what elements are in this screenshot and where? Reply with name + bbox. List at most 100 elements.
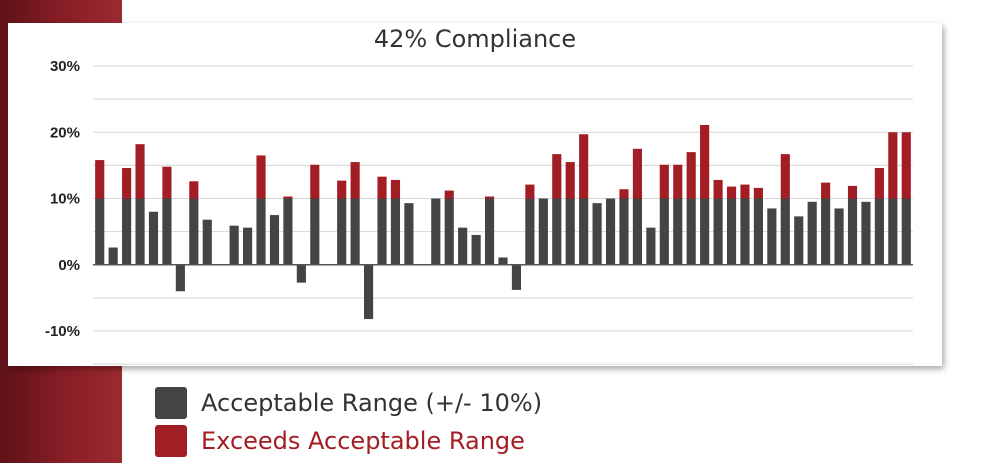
bar-acceptable — [350, 198, 360, 265]
bar-acceptable — [740, 198, 750, 265]
bar-acceptable — [659, 198, 669, 265]
bar-exceeds — [753, 187, 763, 199]
bar-acceptable — [646, 227, 656, 265]
bar-acceptable — [337, 198, 347, 265]
bar-exceeds — [874, 168, 884, 199]
y-tick-label: 0% — [58, 257, 80, 274]
bar-acceptable — [377, 198, 387, 265]
y-tick-label: 20% — [50, 124, 80, 141]
bar-acceptable — [686, 198, 696, 265]
bar-exceeds — [390, 179, 401, 199]
bar-exceeds — [726, 186, 737, 199]
bar-acceptable — [552, 198, 562, 265]
bar-exceeds — [888, 132, 898, 199]
bar-acceptable — [431, 198, 441, 265]
y-tick-label: 30% — [50, 58, 80, 75]
bar-exceeds — [659, 164, 669, 199]
bar-acceptable — [847, 198, 858, 265]
bar-exceeds — [95, 160, 105, 199]
bar-acceptable — [565, 198, 575, 265]
chart-legend: Acceptable Range (+/- 10%) Exceeds Accep… — [155, 384, 542, 460]
bar-acceptable — [632, 198, 642, 265]
bar-acceptable — [834, 208, 844, 265]
bar-acceptable — [753, 198, 763, 265]
bar-acceptable — [726, 198, 737, 265]
bar-exceeds — [484, 196, 495, 199]
chart-card: 42% Compliance 30% 20% 10% 0% -10% — [8, 23, 942, 366]
bar-acceptable — [794, 216, 804, 265]
bar-chart: 30% 20% 10% 0% -10% — [45, 58, 913, 365]
bar-acceptable — [673, 198, 683, 265]
y-tick-label: 10% — [50, 191, 80, 208]
bar-acceptable — [122, 198, 132, 265]
bar-exceeds — [780, 154, 790, 199]
bar-exceeds — [847, 185, 858, 199]
bar-acceptable — [229, 225, 239, 265]
bar-exceeds — [686, 152, 696, 199]
bar-acceptable — [511, 264, 522, 290]
legend-item-exceeds: Exceeds Acceptable Range — [155, 422, 542, 460]
bar-acceptable — [95, 198, 105, 265]
bar-acceptable — [605, 198, 616, 265]
chart-title: 42% Compliance — [373, 25, 577, 53]
bar-exceeds — [821, 182, 831, 199]
bar-acceptable — [202, 219, 212, 265]
bar-exceeds — [901, 132, 911, 199]
bar-exceeds — [135, 144, 145, 199]
bar-exceeds — [310, 164, 320, 199]
bar-acceptable — [484, 198, 495, 265]
bar-acceptable — [189, 198, 199, 265]
bar-acceptable — [861, 201, 871, 265]
bar-acceptable — [148, 211, 159, 265]
bar-acceptable — [525, 198, 535, 265]
bar-exceeds — [122, 168, 132, 199]
legend-swatch-acceptable — [155, 387, 187, 419]
bar-acceptable — [364, 264, 374, 320]
bar-acceptable — [269, 215, 280, 265]
bar-exceeds — [283, 196, 293, 199]
bar-exceeds — [700, 124, 710, 199]
bar-acceptable — [458, 227, 468, 265]
legend-label-acceptable: Acceptable Range (+/- 10%) — [201, 389, 543, 417]
bar-acceptable — [108, 247, 118, 265]
bar-acceptable — [498, 257, 508, 265]
bar-exceeds — [444, 190, 454, 199]
bar-acceptable — [390, 198, 401, 265]
bar-acceptable — [901, 198, 911, 265]
bar-exceeds — [619, 189, 629, 199]
legend-item-acceptable: Acceptable Range (+/- 10%) — [155, 384, 542, 422]
y-tick-label: -10% — [45, 323, 80, 340]
bar-acceptable — [175, 264, 185, 292]
bar-acceptable — [310, 198, 320, 265]
bar-acceptable — [538, 198, 548, 265]
bar-exceeds — [162, 166, 172, 199]
bar-exceeds — [189, 181, 199, 199]
bar-acceptable — [874, 198, 884, 265]
bar-acceptable — [807, 201, 817, 265]
bar-exceeds — [579, 134, 589, 199]
bar-exceeds — [337, 180, 347, 199]
bar-acceptable — [619, 198, 629, 265]
bar-acceptable — [404, 203, 414, 265]
bar-acceptable — [471, 234, 481, 265]
bar-exceeds — [713, 179, 723, 199]
bar-acceptable — [821, 198, 831, 265]
bar-exceeds — [740, 184, 750, 199]
bar-acceptable — [767, 208, 777, 265]
bar-exceeds — [565, 162, 575, 199]
bar-acceptable — [592, 203, 602, 265]
bar-acceptable — [296, 264, 306, 283]
bar-acceptable — [283, 198, 293, 265]
bar-exceeds — [350, 162, 360, 199]
bar-exceeds — [256, 155, 266, 199]
bar-acceptable — [162, 198, 172, 265]
bar-exceeds — [673, 164, 683, 199]
bar-acceptable — [243, 227, 253, 265]
bar-acceptable — [888, 198, 898, 265]
bar-exceeds — [632, 148, 642, 199]
bar-acceptable — [579, 198, 589, 265]
bar-acceptable — [713, 198, 723, 265]
bar-acceptable — [256, 198, 266, 265]
bar-acceptable — [135, 198, 145, 265]
legend-swatch-exceeds — [155, 425, 187, 457]
